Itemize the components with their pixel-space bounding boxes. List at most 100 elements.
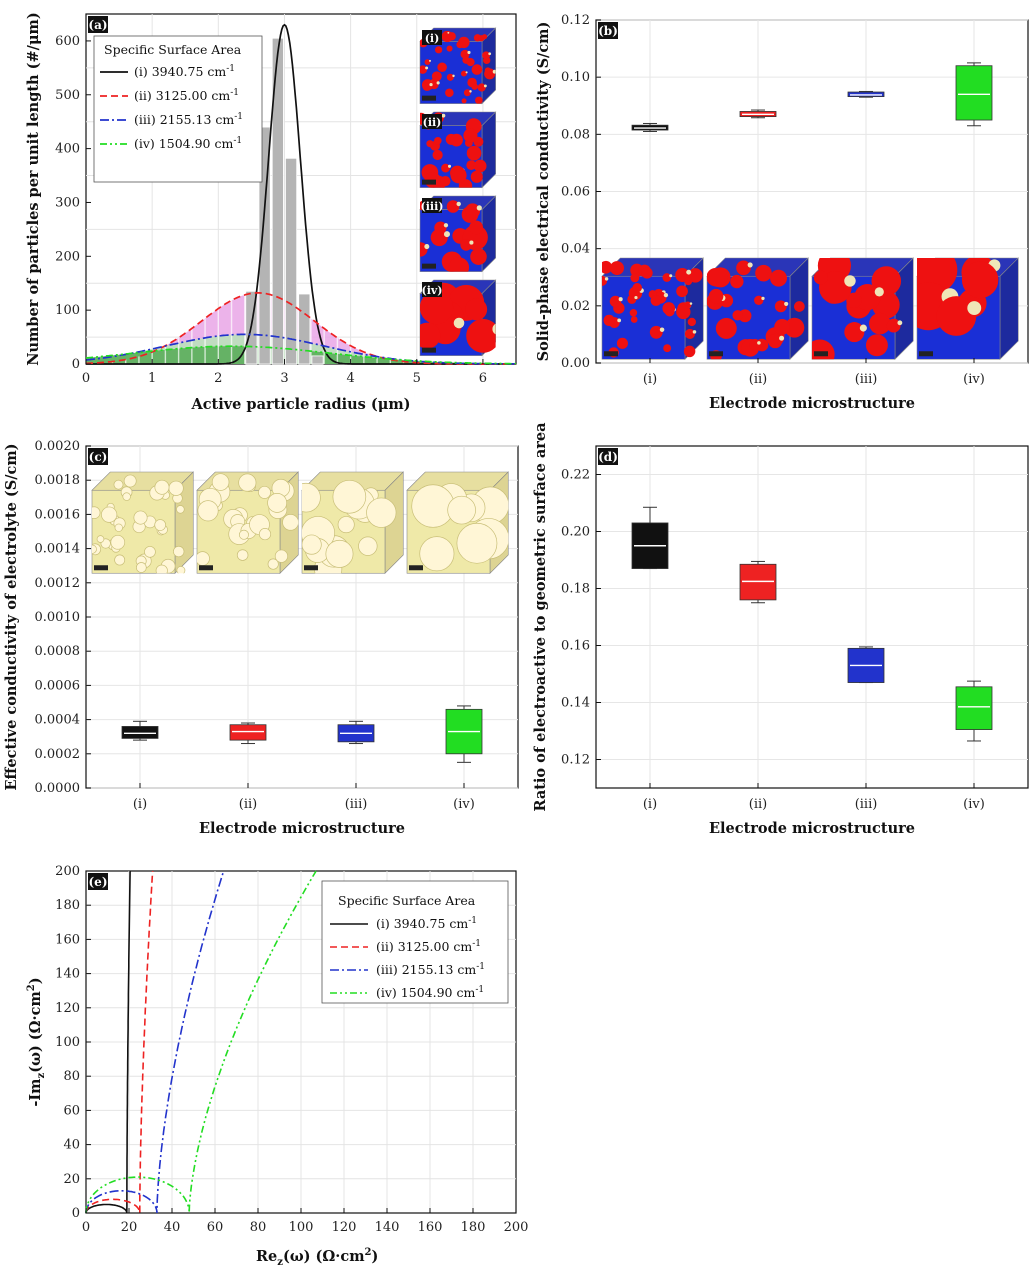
inset-label: (iv) xyxy=(422,284,443,297)
y-tick-label: 300 xyxy=(55,195,80,210)
pore xyxy=(429,83,433,87)
panel-d: (i) (ii) (iii) (iv) 0.12 0.14 0.16 0.18 0.20 0.22… xyxy=(532,422,1029,837)
x-tick-label: 100 xyxy=(289,1220,314,1235)
active-particle xyxy=(961,261,999,299)
pore-blob xyxy=(173,545,185,558)
microstructure-inset xyxy=(811,257,914,360)
cube-particles xyxy=(420,282,496,353)
cube-particles xyxy=(411,483,509,572)
scale-bar xyxy=(94,565,108,571)
pore xyxy=(686,269,692,275)
panel-label: (e) xyxy=(89,875,108,889)
active-particle xyxy=(609,295,622,308)
scale-bar xyxy=(422,263,436,269)
pore xyxy=(424,244,430,250)
histogram-bar xyxy=(285,157,298,365)
pore xyxy=(492,69,496,74)
panel-label-bg xyxy=(598,22,618,39)
panel-label: (d) xyxy=(598,450,618,464)
active-particle xyxy=(794,301,805,312)
box-(iv) xyxy=(955,686,993,730)
active-particle xyxy=(462,56,470,64)
x-tick-label: 0 xyxy=(82,371,90,386)
pore-blob xyxy=(197,500,219,522)
inset-label: (ii) xyxy=(423,116,442,129)
active-particle xyxy=(663,344,672,353)
active-particle xyxy=(609,261,625,276)
microstructure-inset xyxy=(301,471,404,574)
active-particle xyxy=(465,298,488,321)
y-tick-label: 200 xyxy=(55,864,80,879)
y-tick-label: 140 xyxy=(55,967,80,982)
pore-blob xyxy=(110,534,126,550)
pore-blob xyxy=(258,485,271,499)
pore xyxy=(844,275,856,287)
y-axis-label: Solid-phase electrical conductivity (S/c… xyxy=(535,22,552,362)
panel-label: (c) xyxy=(89,450,108,464)
microstructure-inset xyxy=(419,279,497,357)
y-tick-label: 0.06 xyxy=(561,185,590,200)
pore-blob xyxy=(197,551,210,566)
panel-label-bg xyxy=(88,448,108,465)
active-particle xyxy=(441,163,450,173)
active-particle xyxy=(732,310,743,321)
y-tick-label: 0.22 xyxy=(561,468,590,483)
pore-blob xyxy=(133,510,148,525)
pore xyxy=(618,297,623,302)
y-tick-label: 0.0008 xyxy=(35,644,81,659)
pore-blob xyxy=(366,497,397,528)
legend-entry: (i) 3940.75 cm-1 xyxy=(134,64,235,79)
active-particle xyxy=(466,145,482,161)
active-particle xyxy=(450,133,463,147)
active-particle xyxy=(627,294,637,304)
box-(ii) xyxy=(229,724,267,741)
panel-label-bg xyxy=(598,448,618,465)
y-tick-label: 0.00 xyxy=(561,356,590,371)
x-tick-label: 80 xyxy=(250,1220,267,1235)
x-tick-label: 160 xyxy=(418,1220,443,1235)
pore-blob xyxy=(154,479,170,495)
panel-d-frame xyxy=(595,445,1029,789)
cube-particles xyxy=(197,473,299,570)
active-particle xyxy=(684,328,695,339)
pore-blob xyxy=(332,479,367,514)
x-axis-label: Rez(ω) (Ω·cm2) xyxy=(256,1247,378,1268)
active-particle xyxy=(437,62,447,72)
pore-blob xyxy=(419,536,455,572)
active-particle xyxy=(450,167,467,184)
microstructure-inset xyxy=(601,257,704,360)
active-particle xyxy=(662,273,672,282)
pore-blob xyxy=(96,535,105,543)
x-tick-label: 60 xyxy=(207,1220,224,1235)
cube-particles xyxy=(707,260,805,360)
x-tick-label: 3 xyxy=(280,371,288,386)
pore-blob xyxy=(176,566,186,574)
x-tick-label: 6 xyxy=(479,371,487,386)
scale-bar xyxy=(199,565,213,571)
active-particle xyxy=(424,59,431,65)
panel-b: (i) (ii) (iii) (iv) 0.00 0.02 0.04 0.06 0.08 0.10… xyxy=(535,13,1029,412)
panel-label-bg xyxy=(88,16,108,33)
pore xyxy=(779,335,785,341)
x-tick-label: 120 xyxy=(332,1220,357,1235)
x-tick-label: (i) xyxy=(643,797,657,812)
x-tick-label: (ii) xyxy=(239,797,257,812)
pore-blob xyxy=(236,549,249,561)
pore-blob xyxy=(154,519,167,531)
x-axis-label: Electrode microstructure xyxy=(199,820,405,837)
x-tick-label: (iv) xyxy=(963,372,985,387)
active-particle xyxy=(461,98,467,104)
pore xyxy=(874,287,884,297)
active-particle xyxy=(443,31,449,37)
scale-bar xyxy=(814,351,828,357)
scale-bar xyxy=(422,179,436,185)
microstructure-inset xyxy=(916,257,1019,360)
inset-label-bg xyxy=(422,114,442,129)
pore xyxy=(617,318,622,323)
active-particle xyxy=(813,270,828,285)
active-particle xyxy=(641,267,653,279)
x-tick-label: (ii) xyxy=(749,797,767,812)
cube-particles xyxy=(92,474,186,574)
active-particle xyxy=(770,269,788,287)
y-tick-label: 400 xyxy=(55,142,80,157)
